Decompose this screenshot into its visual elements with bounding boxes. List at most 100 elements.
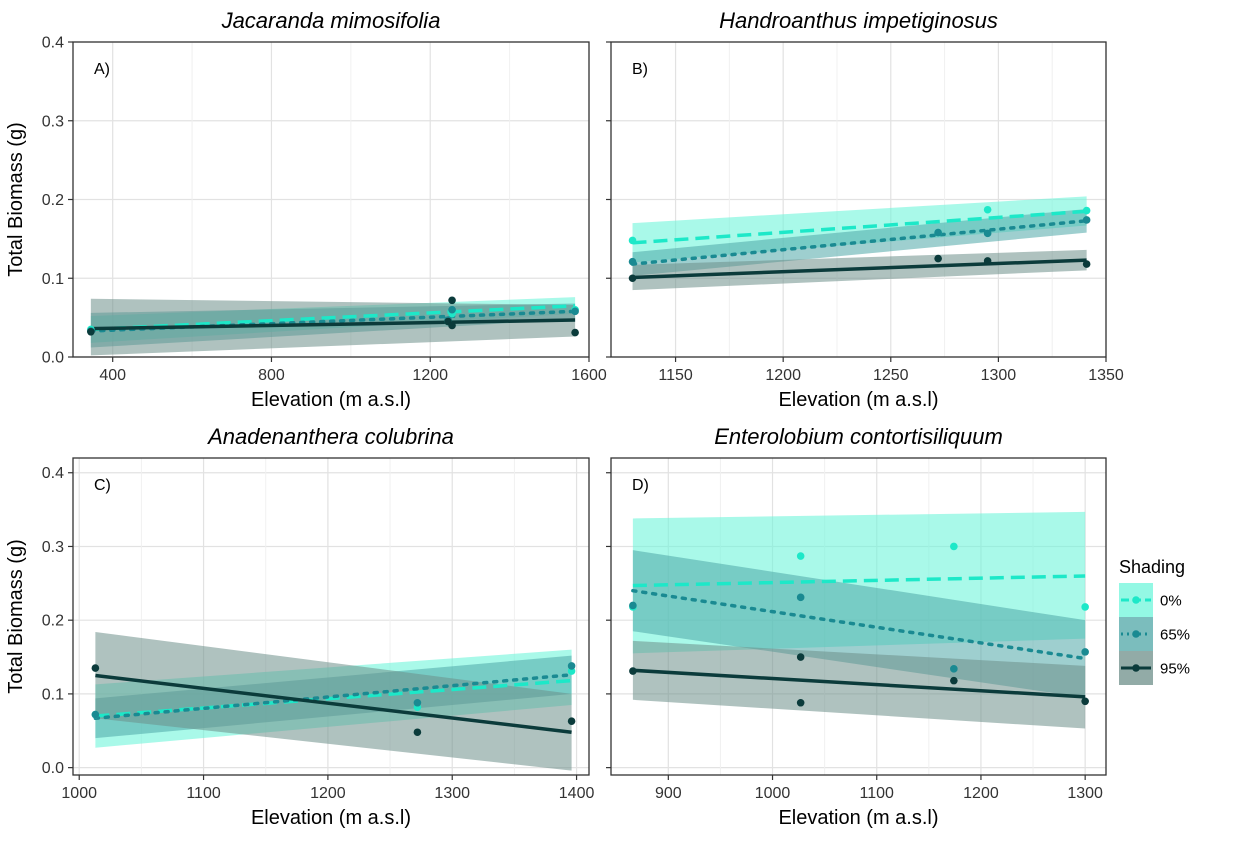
chart-panel-c: 0.0 0.1 0.2 0.3 0.4 1000 1100 1200 1300 1400 C) Ana…: [5, 424, 594, 829]
y-tick-label: 0.1: [42, 271, 64, 288]
y-tick-label: 0.2: [42, 613, 64, 630]
data-point-95pct: [934, 254, 942, 263]
x-tick-label: 1200: [310, 785, 346, 802]
chart-panel-b: 1150 1200 1250 1300 1350 B) Handroanthus impet…: [606, 8, 1124, 411]
x-axis-title: Elevation (m a.s.l): [778, 807, 938, 829]
x-tick-label: 900: [655, 785, 682, 802]
data-point-65pct: [448, 305, 456, 314]
data-point-65pct: [934, 228, 942, 237]
fit-line-95pct: [632, 668, 1086, 699]
data-point-95pct: [567, 717, 576, 725]
data-point-95pct: [629, 667, 637, 675]
legend: Shading 0% 65% 95%: [1119, 557, 1190, 685]
data-point-95pct: [448, 321, 456, 330]
data-point-0pct: [1081, 603, 1089, 611]
panel-border: [610, 457, 1107, 776]
y-tick-label: 0.3: [42, 539, 64, 556]
fit-line-0pct: [632, 209, 1087, 245]
data-point-95pct: [87, 328, 95, 336]
data-point-95pct: [91, 664, 100, 672]
data-point-65pct: [950, 665, 958, 673]
chart-panel-a: 0.0 0.1 0.2 0.3 0.4 400 800 1200 1600 A) Jacaranda…: [5, 8, 607, 411]
panel-title: Handroanthus impetiginosus: [719, 8, 998, 33]
data-point-65pct: [571, 307, 579, 316]
data-point-95pct: [796, 653, 805, 661]
legend-title: Shading: [1119, 557, 1185, 577]
y-tick-label: 0.3: [42, 113, 64, 130]
panel-border: [72, 457, 590, 776]
x-tick-label: 1100: [186, 785, 221, 802]
fit-line-95pct: [90, 318, 576, 331]
fit-line-0pct: [90, 304, 576, 332]
y-tick-label: 0.4: [42, 465, 64, 482]
y-tick-label: 0.0: [42, 350, 64, 367]
data-point-65pct: [629, 601, 637, 610]
data-point-95pct: [950, 676, 958, 685]
legend-key-point: [1132, 596, 1140, 604]
legend-label: 65%: [1160, 627, 1190, 644]
x-tick-label: 1300: [434, 785, 470, 802]
confidence-band-65pct: [632, 208, 1087, 276]
data-point-0pct: [983, 205, 992, 214]
data-point-65pct: [1081, 648, 1089, 656]
x-tick-label: 1000: [61, 785, 97, 802]
data-point-0pct: [1082, 206, 1091, 215]
legend-label: 0%: [1160, 593, 1182, 610]
panel-title: Jacaranda mimosifolia: [221, 8, 441, 33]
x-tick-label: 1600: [571, 367, 607, 384]
x-axis-title: Elevation (m a.s.l): [251, 807, 411, 829]
fit-line-65pct: [93, 672, 574, 720]
data-point-65pct: [413, 698, 422, 707]
x-tick-label: 1350: [1088, 367, 1124, 384]
y-tick-label: 0.0: [42, 760, 64, 777]
panel-tag: B): [632, 61, 648, 78]
x-tick-label: 1150: [658, 367, 693, 384]
x-axis-title: Elevation (m a.s.l): [778, 389, 938, 411]
data-point-65pct: [796, 593, 805, 602]
fit-line-95pct: [632, 258, 1087, 280]
data-point-0pct: [950, 542, 958, 551]
legend-label: 95%: [1160, 661, 1190, 678]
y-axis-title: Total Biomass (g): [5, 122, 27, 277]
x-tick-label: 800: [258, 367, 285, 384]
data-point-65pct: [567, 662, 576, 670]
chart-panel-d: 900 1000 1100 1200 1300 D) Enterolobium contor…: [606, 424, 1107, 829]
data-point-0pct: [628, 236, 637, 245]
panel-tag: D): [632, 477, 649, 494]
panel-title: Anadenanthera colubrina: [206, 424, 454, 449]
fit-line-95pct: [95, 673, 572, 734]
data-point-65pct: [1082, 216, 1091, 224]
data-point-95pct: [571, 328, 579, 337]
data-point-95pct: [413, 728, 422, 737]
x-tick-label: 1300: [981, 367, 1017, 384]
confidence-band-95pct: [95, 631, 572, 771]
y-axis-title: Total Biomass (g): [5, 539, 27, 694]
x-tick-label: 1200: [963, 785, 999, 802]
panel-tag: C): [94, 477, 111, 494]
data-point-95pct: [796, 698, 805, 707]
data-point-95pct: [448, 296, 456, 305]
data-point-65pct: [983, 229, 992, 238]
x-axis-title: Elevation (m a.s.l): [251, 389, 411, 411]
data-point-95pct: [983, 257, 992, 265]
fit-line-65pct: [630, 219, 1089, 266]
data-point-65pct: [628, 257, 637, 266]
y-tick-label: 0.4: [42, 35, 64, 52]
x-tick-label: 1250: [873, 367, 909, 384]
data-point-95pct: [628, 274, 637, 283]
x-tick-label: 1200: [412, 367, 448, 384]
data-point-0pct: [796, 552, 805, 560]
fit-line-0pct: [95, 678, 572, 718]
data-point-65pct: [91, 710, 100, 719]
x-tick-label: 400: [99, 367, 126, 384]
x-tick-label: 1400: [559, 785, 595, 802]
x-tick-label: 1100: [860, 785, 895, 802]
y-tick-label: 0.2: [42, 192, 64, 209]
x-tick-label: 1200: [765, 367, 801, 384]
legend-key-point: [1132, 664, 1140, 672]
x-tick-label: 1300: [1067, 785, 1103, 802]
panel-tag: A): [94, 61, 110, 78]
y-tick-label: 0.1: [42, 686, 64, 703]
x-tick-label: 1000: [755, 785, 791, 802]
